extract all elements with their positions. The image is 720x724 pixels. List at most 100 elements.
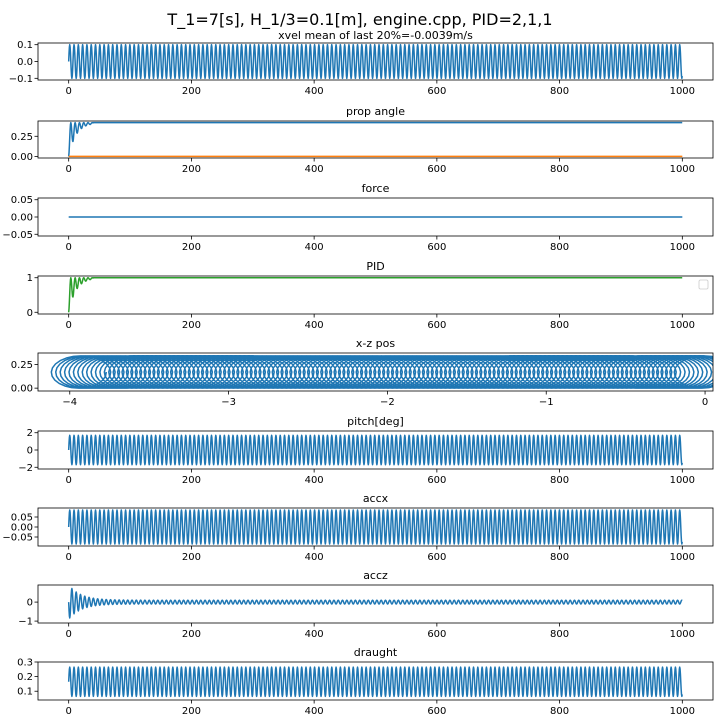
- x-tick-label: 800: [550, 706, 569, 717]
- x-tick-label: 800: [550, 320, 569, 331]
- series-group: [67, 43, 683, 80]
- y-tick-label: 0.1: [17, 687, 33, 698]
- y-tick-label: 0.00: [11, 384, 33, 395]
- subplot-title: prop angle: [346, 105, 405, 118]
- x-tick-label: 600: [427, 242, 446, 253]
- x-tick-label: 200: [182, 552, 201, 563]
- x-tick-label: 200: [182, 475, 201, 486]
- y-tick-label: 0.05: [11, 513, 33, 524]
- subplot-1: xvel mean of last 20%=-0.0039m/s 0 200 400 6…: [9, 29, 714, 97]
- subplot-title: accz: [363, 569, 388, 582]
- series-group: [67, 434, 683, 466]
- x-tick-label: 400: [305, 552, 324, 563]
- x-tick-label: 0: [65, 320, 71, 331]
- x-tick-label: 0: [65, 706, 71, 717]
- y-tick-label: 0.05: [11, 195, 33, 206]
- series-line-1: [67, 509, 683, 545]
- subplot-8: accz 0 200 400 600 800 1000 −1 0: [18, 569, 714, 640]
- series-line-1: [67, 434, 683, 466]
- x-tick-label: 800: [550, 475, 569, 486]
- subplot-title: xvel mean of last 20%=-0.0039m/s: [278, 29, 473, 42]
- y-tick-label: −0.05: [2, 533, 33, 544]
- x-tick-label: −4: [62, 397, 77, 408]
- x-tick-label: 1000: [670, 86, 695, 97]
- axes-frame: [37, 661, 714, 701]
- y-tick-label: 0: [27, 308, 33, 319]
- x-tick-label: 200: [182, 706, 201, 717]
- subplot-title: force: [362, 182, 390, 195]
- x-tick-label: 600: [427, 86, 446, 97]
- y-tick-label: 2: [27, 428, 33, 439]
- axes-frame: [37, 275, 714, 315]
- series-line-1: [50, 355, 713, 389]
- x-tick-label: 0: [65, 629, 71, 640]
- y-tick-label: −2: [18, 463, 33, 474]
- x-tick-label: 600: [427, 320, 446, 331]
- x-tick-label: 800: [550, 164, 569, 175]
- series-group: [67, 587, 683, 619]
- series-group: [67, 666, 683, 698]
- y-tick-label: 0.2: [17, 672, 33, 683]
- series-group: [67, 121, 683, 158]
- y-tick-label: 0.0: [17, 57, 33, 68]
- subplot-title: x-z pos: [356, 337, 395, 350]
- x-tick-label: −3: [221, 397, 236, 408]
- y-tick-label: −0.1: [9, 74, 33, 85]
- x-tick-label: 400: [305, 242, 324, 253]
- y-tick-label: 0: [27, 598, 33, 609]
- y-tick-label: 0.00: [11, 523, 33, 534]
- x-tick-label: 600: [427, 629, 446, 640]
- x-tick-label: 0: [702, 397, 708, 408]
- x-tick-label: 1000: [670, 706, 695, 717]
- axes-frame: [37, 584, 714, 624]
- axes-frame: [37, 352, 714, 392]
- subplot-title: PID: [366, 260, 384, 273]
- x-tick-label: 800: [550, 629, 569, 640]
- x-tick-label: 200: [182, 164, 201, 175]
- subplot-9: draught 0 200 400 600 800 1000 0.1 0.2 0.3: [17, 646, 714, 717]
- x-tick-label: 600: [427, 475, 446, 486]
- series-line-1: [67, 587, 683, 619]
- x-tick-label: 800: [550, 552, 569, 563]
- x-tick-label: 200: [182, 242, 201, 253]
- subplot-4: PID 0 200 400 600 800 1000 0 1: [27, 260, 714, 331]
- figure-suptitle: T_1=7[s], H_1/3=0.1[m], engine.cpp, PID=…: [167, 10, 553, 29]
- y-tick-label: 0.25: [11, 132, 33, 143]
- series-line-1: [67, 43, 683, 80]
- subplot-6: pitch[deg] 0 200 400 600 800 1000 −2 0 2: [18, 415, 714, 486]
- x-tick-label: 0: [65, 242, 71, 253]
- y-tick-label: 0.00: [11, 152, 33, 163]
- x-tick-label: 800: [550, 242, 569, 253]
- series-group: [50, 355, 713, 389]
- x-tick-label: 400: [305, 164, 324, 175]
- x-tick-label: 600: [427, 706, 446, 717]
- subplot-2: prop angle 0 200 400 600 800 1000 0.00 0.25: [11, 105, 714, 175]
- x-tick-label: 200: [182, 86, 201, 97]
- x-tick-label: −1: [539, 397, 554, 408]
- x-tick-label: 400: [305, 706, 324, 717]
- y-tick-label: −0.05: [2, 230, 33, 241]
- x-tick-label: −2: [380, 397, 395, 408]
- series-line-1: [67, 666, 683, 698]
- x-tick-label: 400: [305, 86, 324, 97]
- x-tick-label: 600: [427, 164, 446, 175]
- series-line-1: [67, 276, 683, 313]
- x-tick-label: 0: [65, 164, 71, 175]
- x-tick-label: 1000: [670, 552, 695, 563]
- y-tick-label: 0: [27, 446, 33, 457]
- x-tick-label: 1000: [670, 242, 695, 253]
- x-tick-label: 1000: [670, 320, 695, 331]
- x-tick-label: 1000: [670, 475, 695, 486]
- x-tick-label: 200: [182, 320, 201, 331]
- y-tick-label: 0.00: [11, 213, 33, 224]
- y-tick-label: −1: [18, 617, 33, 628]
- subplot-3: force 0 200 400 600 800 1000 −0.05 0.00 0.05: [2, 182, 714, 253]
- series-group: [67, 509, 683, 545]
- x-tick-label: 0: [65, 475, 71, 486]
- subplot-title: accx: [363, 492, 389, 505]
- series-group: [67, 276, 683, 313]
- y-tick-label: 0.1: [17, 40, 33, 51]
- x-tick-label: 200: [182, 629, 201, 640]
